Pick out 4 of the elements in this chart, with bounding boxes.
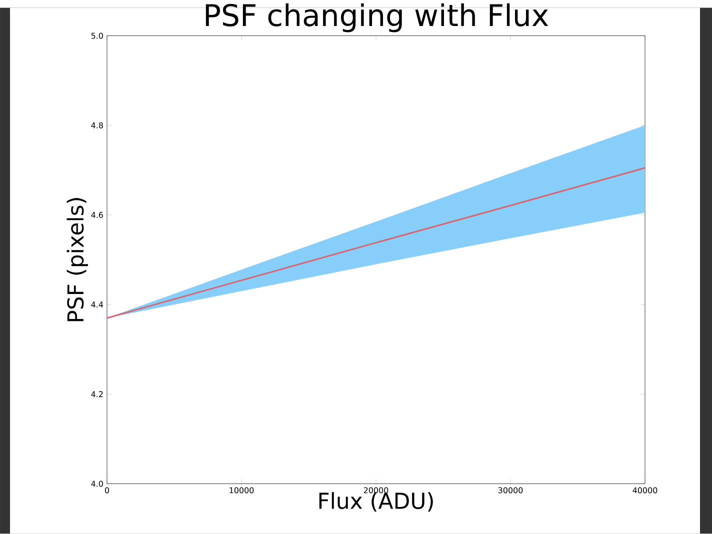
chart-title: PSF changing with Flux bbox=[206, 3, 548, 32]
line-series bbox=[107, 167, 646, 319]
y-axis-title: PSF (pixels) bbox=[66, 198, 88, 322]
x-axis-title: Flux (ADU) bbox=[319, 492, 433, 512]
